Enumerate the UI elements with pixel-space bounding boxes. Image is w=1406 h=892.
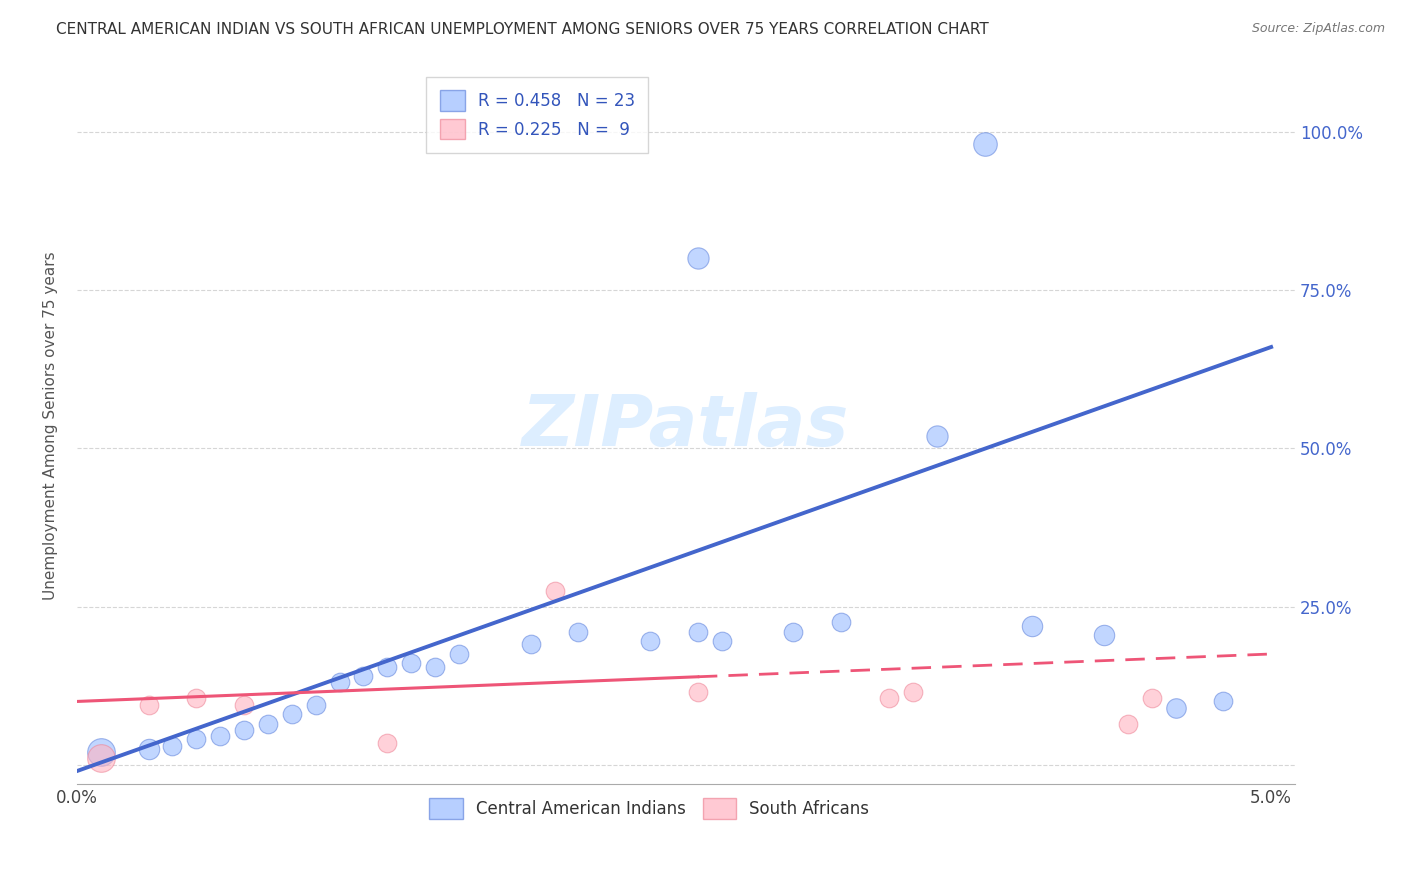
- Point: [782, 624, 804, 639]
- Point: [138, 698, 160, 712]
- Point: [257, 716, 280, 731]
- Text: CENTRAL AMERICAN INDIAN VS SOUTH AFRICAN UNEMPLOYMENT AMONG SENIORS OVER 75 YEAR: CENTRAL AMERICAN INDIAN VS SOUTH AFRICAN…: [56, 22, 988, 37]
- Point: [138, 742, 160, 756]
- Text: ZIPatlas: ZIPatlas: [522, 392, 849, 460]
- Point: [329, 675, 352, 690]
- Point: [686, 252, 709, 266]
- Y-axis label: Unemployment Among Seniors over 75 years: Unemployment Among Seniors over 75 years: [44, 252, 58, 600]
- Point: [401, 657, 423, 671]
- Point: [1164, 700, 1187, 714]
- Point: [543, 583, 565, 598]
- Point: [162, 739, 184, 753]
- Point: [1092, 628, 1115, 642]
- Point: [447, 647, 470, 661]
- Point: [1021, 618, 1043, 632]
- Point: [186, 691, 208, 706]
- Point: [209, 729, 232, 743]
- Point: [1116, 716, 1139, 731]
- Point: [423, 659, 446, 673]
- Point: [1140, 691, 1163, 706]
- Legend: Central American Indians, South Africans: Central American Indians, South Africans: [423, 792, 876, 825]
- Point: [638, 634, 661, 648]
- Point: [186, 732, 208, 747]
- Text: Source: ZipAtlas.com: Source: ZipAtlas.com: [1251, 22, 1385, 36]
- Point: [305, 698, 328, 712]
- Point: [377, 736, 399, 750]
- Point: [686, 624, 709, 639]
- Point: [877, 691, 900, 706]
- Point: [233, 698, 256, 712]
- Point: [830, 615, 852, 630]
- Point: [686, 685, 709, 699]
- Point: [710, 634, 733, 648]
- Point: [233, 723, 256, 737]
- Point: [353, 669, 375, 683]
- Point: [281, 707, 304, 722]
- Point: [567, 624, 589, 639]
- Point: [90, 745, 112, 759]
- Point: [377, 659, 399, 673]
- Point: [901, 685, 924, 699]
- Point: [973, 137, 995, 152]
- Point: [1212, 694, 1234, 708]
- Point: [925, 428, 948, 442]
- Point: [90, 751, 112, 765]
- Point: [519, 638, 541, 652]
